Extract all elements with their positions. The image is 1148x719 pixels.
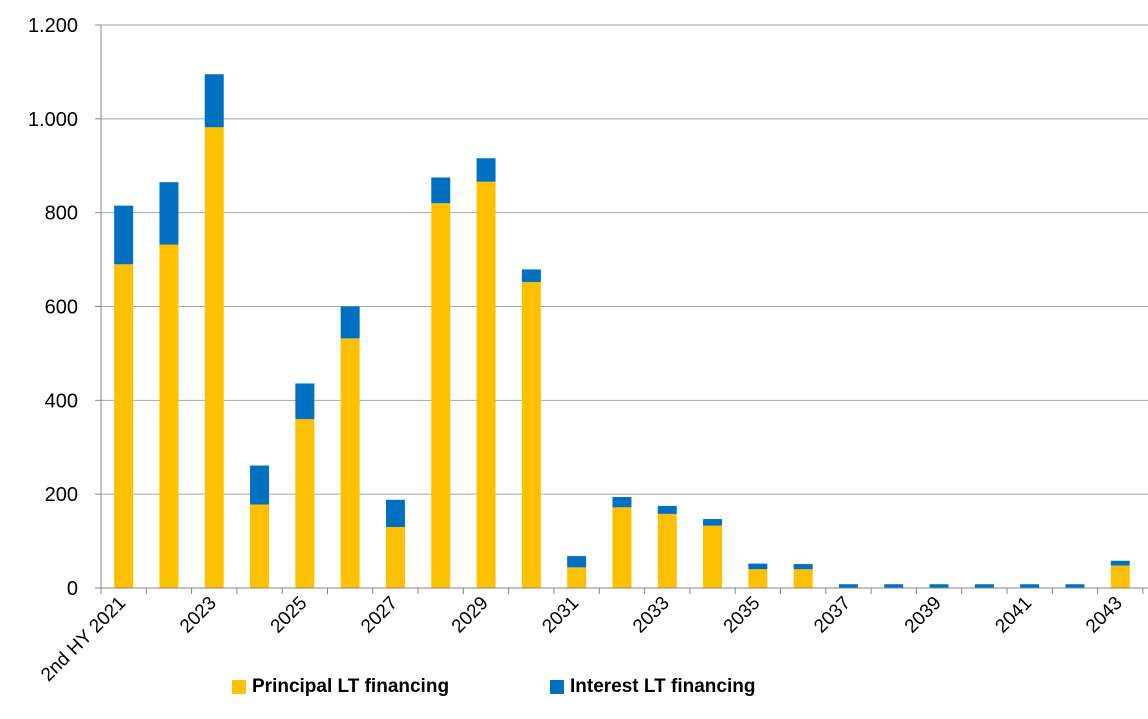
legend-item-interest: Interest LT financing (550, 676, 755, 698)
y-tick-label: 600 (45, 297, 78, 319)
x-tick-label: 2025 (267, 593, 312, 638)
bar-principal (748, 569, 768, 588)
bar-interest (1110, 560, 1130, 566)
bar-interest (838, 584, 858, 588)
bar-interest (385, 499, 405, 528)
bar-interest (793, 564, 813, 570)
x-tick-label: 2023 (176, 593, 221, 638)
y-tick-label: 1.200 (28, 15, 78, 37)
y-tick-label: 0 (67, 578, 78, 600)
y-tick-label: 800 (45, 203, 78, 225)
bar-interest (204, 74, 224, 128)
bar-principal (612, 507, 632, 588)
legend: Principal LT financing Interest LT finan… (0, 676, 1100, 706)
bar-principal (340, 338, 360, 588)
bar-principal (159, 244, 179, 588)
axes (95, 24, 1148, 594)
bar-interest (340, 306, 360, 339)
bar-principal (204, 127, 224, 589)
bar-interest (929, 584, 949, 588)
bar-interest (1065, 584, 1085, 588)
x-tick-label: 2029 (448, 593, 493, 638)
bar-principal (703, 525, 723, 588)
bar-principal (567, 567, 587, 588)
y-tick-label: 400 (45, 390, 78, 412)
bar-interest (884, 584, 904, 588)
bar-interest (521, 269, 541, 283)
bar-principal (657, 513, 677, 588)
bar-interest (159, 182, 179, 245)
bar-principal (1110, 565, 1130, 588)
bar-principal (431, 203, 451, 589)
bar-interest (703, 519, 723, 526)
bar-interest (657, 505, 677, 514)
y-axis-tick-labels: 0 200 400 600 800 1.000 1.200 (28, 15, 78, 600)
bar-principal (521, 282, 541, 588)
bar-principal (385, 527, 405, 588)
bar-interest (974, 584, 994, 588)
legend-swatch-interest (550, 680, 564, 694)
y-tick-label: 1.000 (28, 109, 78, 131)
legend-swatch-principal (232, 680, 246, 694)
bar-principal (250, 504, 270, 588)
x-tick-label: 2041 (991, 593, 1036, 638)
bar-principal (476, 181, 496, 588)
x-tick-label: 2033 (629, 593, 674, 638)
bar-interest (612, 496, 632, 508)
bar-interest (295, 383, 315, 420)
legend-label-interest: Interest LT financing (570, 676, 756, 697)
bars (114, 74, 1130, 589)
bar-principal (114, 264, 134, 588)
bar-interest (1020, 584, 1040, 588)
x-tick-label: 2037 (810, 593, 855, 638)
y-tick-label: 200 (45, 484, 78, 506)
bar-interest (250, 465, 270, 505)
x-tick-label: 2039 (901, 593, 946, 638)
x-tick-label: 2035 (720, 593, 765, 638)
bar-interest (431, 177, 451, 204)
bar-interest (114, 205, 134, 265)
bar-interest (476, 158, 496, 182)
bar-interest (748, 563, 768, 570)
gridlines (101, 24, 1148, 495)
legend-label-principal: Principal LT financing (252, 676, 450, 697)
x-axis-tick-labels: 2nd HY 2021 2023 2025 2027 2029 2031 2033 2035 2… (37, 593, 1127, 686)
bar-principal (793, 569, 813, 588)
bar-principal (295, 419, 315, 588)
x-tick-label: 2027 (357, 593, 402, 638)
x-tick-label: 2nd HY 2021 (37, 593, 130, 686)
bar-interest (567, 556, 587, 568)
x-tick-label: 2043 (1082, 593, 1127, 638)
x-tick-label: 2031 (538, 593, 583, 638)
legend-item-principal: Principal LT financing (232, 676, 449, 698)
